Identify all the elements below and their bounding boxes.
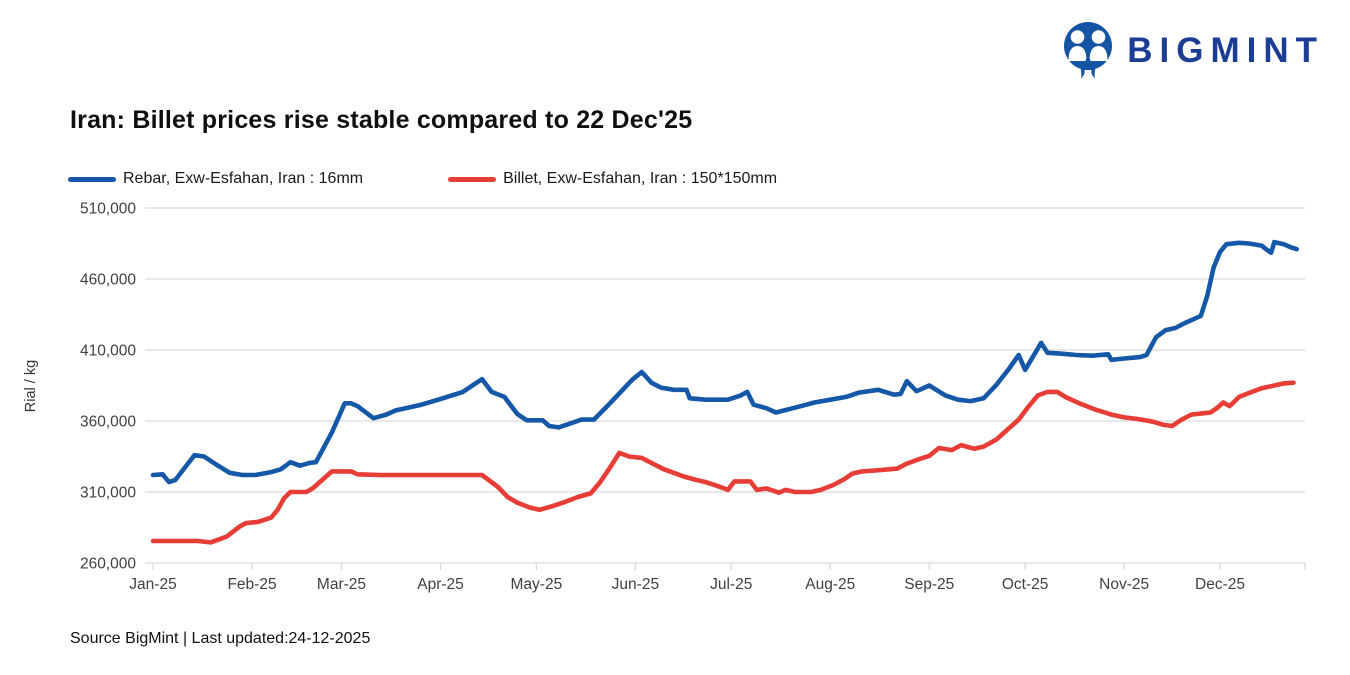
rebar-line-swatch — [68, 176, 116, 182]
legend-item-rebar: Rebar, Exw-Esfahan, Iran : 16mm — [68, 170, 363, 188]
svg-text:360,000: 360,000 — [80, 414, 136, 431]
rebar-legend-label: Rebar, Exw-Esfahan, Iran : 16mm — [123, 170, 364, 187]
svg-text:260,000: 260,000 — [80, 556, 136, 573]
svg-text:410,000: 410,000 — [80, 343, 136, 360]
chart-legend: Rebar, Exw-Esfahan, Iran : 16mm Billet, … — [68, 170, 777, 188]
svg-text:Aug-25: Aug-25 — [805, 576, 855, 593]
svg-text:Rial / kg: Rial / kg — [23, 360, 39, 412]
svg-text:Feb-25: Feb-25 — [227, 576, 276, 593]
page-title: Iran: Billet prices rise stable compared… — [70, 106, 693, 134]
svg-text:Oct-25: Oct-25 — [1002, 576, 1049, 593]
svg-text:Apr-25: Apr-25 — [417, 576, 464, 593]
svg-text:Nov-25: Nov-25 — [1099, 576, 1149, 593]
svg-text:Dec-25: Dec-25 — [1195, 576, 1245, 593]
bigmint-logo-text: BIGMINT — [1127, 31, 1324, 70]
svg-text:May-25: May-25 — [511, 576, 563, 593]
legend-item-billet: Billet, Exw-Esfahan, Iran : 150*150mm — [448, 170, 777, 188]
bigmint-logo-icon — [1064, 22, 1113, 79]
bigmint-logo: BIGMINT — [1062, 22, 1324, 80]
svg-text:Sep-25: Sep-25 — [904, 576, 954, 593]
billet-line-swatch — [448, 176, 497, 182]
svg-text:Jul-25: Jul-25 — [710, 576, 752, 593]
svg-text:510,000: 510,000 — [80, 201, 136, 218]
billet-legend-label: Billet, Exw-Esfahan, Iran : 150*150mm — [503, 170, 778, 187]
svg-text:Jan-25: Jan-25 — [129, 576, 176, 593]
svg-text:Mar-25: Mar-25 — [317, 576, 366, 593]
svg-text:460,000: 460,000 — [80, 272, 136, 289]
svg-text:Jun-25: Jun-25 — [612, 576, 659, 593]
source-note: Source BigMint | Last updated:24-12-2025 — [70, 630, 371, 647]
svg-text:310,000: 310,000 — [80, 485, 136, 502]
